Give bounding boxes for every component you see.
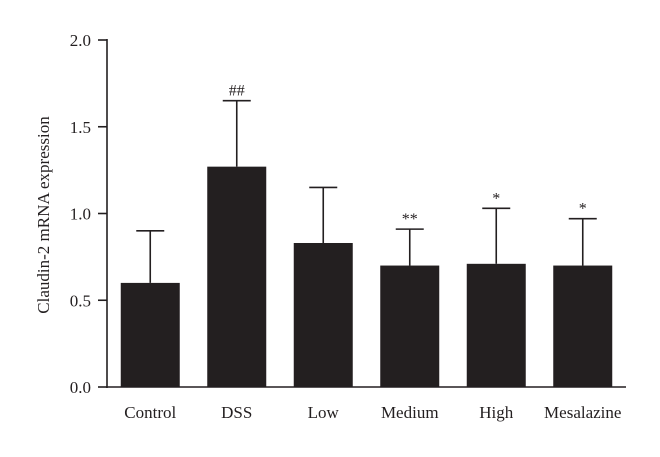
bar-high [466,263,526,387]
bar-mesalazine [553,265,613,387]
significance-annotations: ##**** [229,83,587,228]
significance-mark: ** [402,211,418,228]
x-tick-label: DSS [221,403,252,422]
bar-dss [207,166,267,387]
x-tick-label: Control [124,403,176,422]
y-axis-ticks: 0.0 0.5 1.0 1.5 2.0 [70,31,107,397]
x-tick-label: Low [308,403,340,422]
y-tick-label: 0.5 [70,291,91,310]
y-tick-label: 1.0 [70,205,91,224]
bar-low [293,242,353,387]
y-tick-label: 2.0 [70,31,91,50]
y-tick-label: 0.0 [70,378,91,397]
significance-mark: * [492,190,500,207]
y-axis-label: Claudin-2 mRNA expression [34,116,53,314]
bar-medium [380,265,440,387]
bar-control [120,282,180,387]
y-tick-label: 1.5 [70,118,91,137]
significance-mark: * [579,201,587,218]
x-tick-label: Medium [381,403,439,422]
x-axis-tick-labels: Control DSS Low Medium High Mesalazine [124,403,621,422]
error-bars [136,99,597,283]
x-tick-label: Mesalazine [544,403,621,422]
x-tick-label: High [479,403,514,422]
bars [120,166,613,387]
significance-mark: ## [229,83,245,100]
